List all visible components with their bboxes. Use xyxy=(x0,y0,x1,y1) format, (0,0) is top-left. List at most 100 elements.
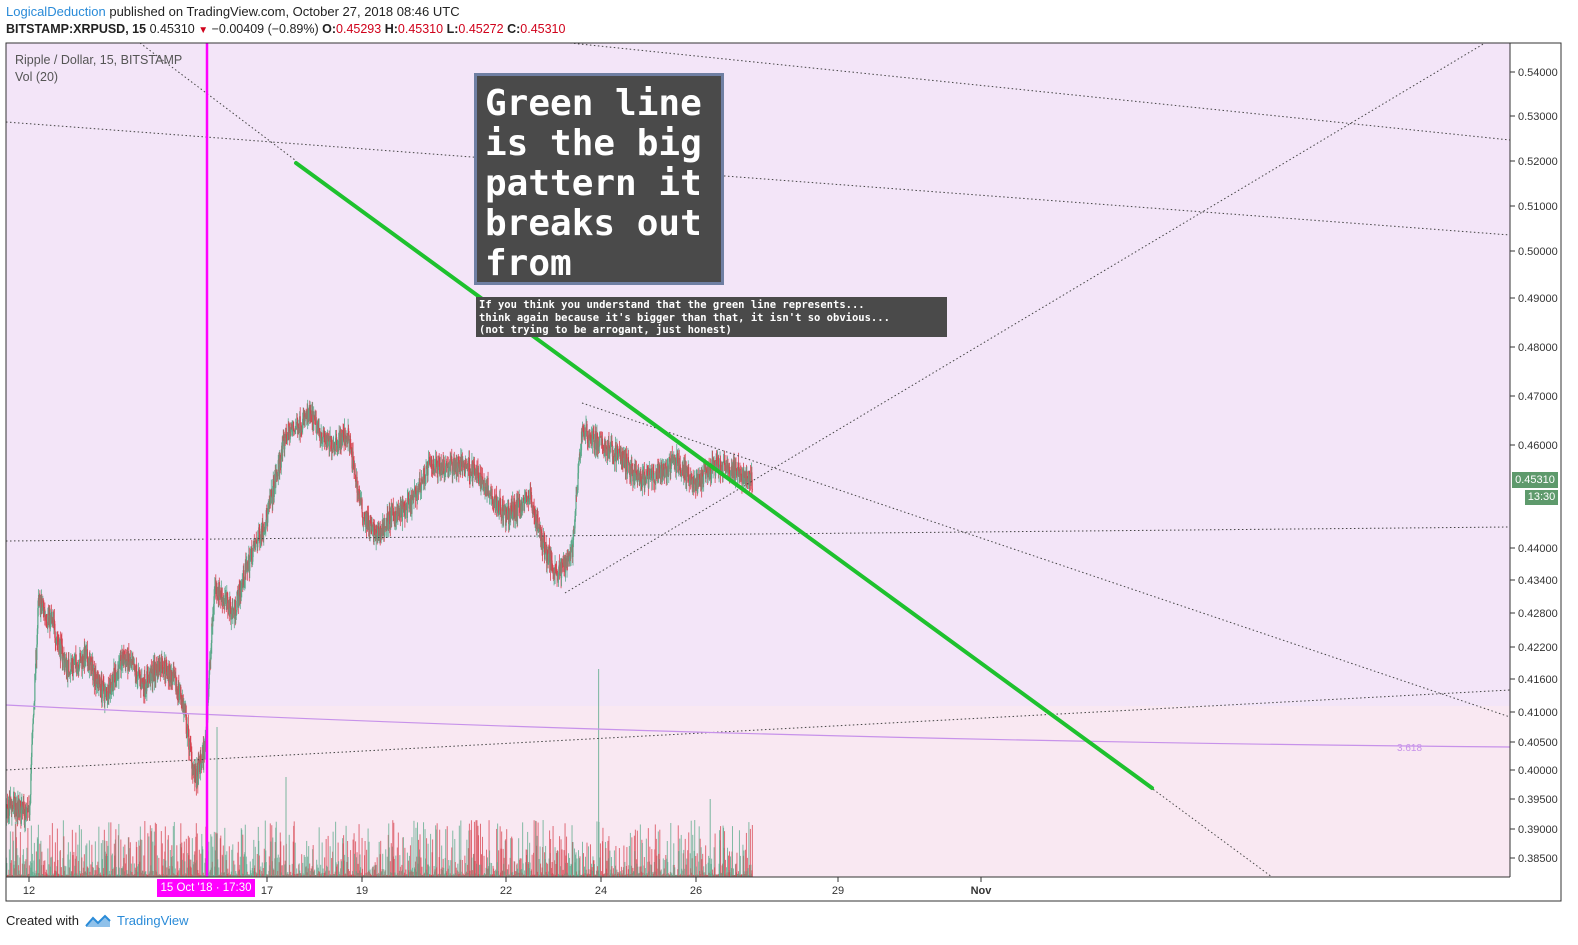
candle-body xyxy=(673,454,675,465)
candle-body xyxy=(608,446,611,454)
small-text-note[interactable]: If you think you understand that the gre… xyxy=(476,297,947,337)
volume-bar xyxy=(508,864,510,877)
candle-body xyxy=(407,497,410,502)
candle-body xyxy=(125,659,127,667)
candle-body xyxy=(72,663,74,671)
candle-body xyxy=(69,674,71,676)
candle-body xyxy=(357,486,359,496)
volume-bar xyxy=(365,872,367,877)
volume-bar xyxy=(495,871,497,877)
volume-bar xyxy=(309,871,311,877)
volume-bar xyxy=(144,821,146,877)
volume-bar xyxy=(639,824,641,877)
price-axis[interactable]: 0.540000.530000.520000.510000.500000.490… xyxy=(1510,67,1558,865)
candle-body xyxy=(401,502,403,522)
volume-bar xyxy=(285,777,287,877)
big-text-note[interactable]: Green line is the big pattern it breaks … xyxy=(474,73,724,285)
price-tick-label: 0.53000 xyxy=(1518,111,1558,123)
candle-body xyxy=(533,506,535,507)
volume-bar xyxy=(233,860,235,877)
volume-bar xyxy=(270,841,272,877)
candle-body xyxy=(672,458,674,461)
candle-body xyxy=(544,554,546,560)
volume-bar xyxy=(437,873,439,877)
volume-bar xyxy=(673,843,675,877)
candle-body xyxy=(500,514,502,516)
candle-body xyxy=(666,476,668,479)
candle-body xyxy=(443,459,445,476)
volume-bar xyxy=(172,826,174,877)
volume-bar xyxy=(432,874,434,877)
volume-bar xyxy=(649,846,651,877)
volume-bar xyxy=(481,874,483,877)
volume-bar xyxy=(415,827,417,877)
volume-bar xyxy=(220,835,222,877)
candle-body xyxy=(139,674,141,680)
volume-bar xyxy=(468,830,470,877)
candle-body xyxy=(555,571,558,573)
volume-bar xyxy=(702,853,704,877)
volume-bar xyxy=(335,821,337,877)
candle-body xyxy=(576,490,579,493)
candle-body xyxy=(212,612,214,615)
volume-bar xyxy=(474,860,476,877)
candle-body xyxy=(710,466,712,479)
candle-body xyxy=(150,665,152,684)
volume-bar xyxy=(478,873,480,877)
candle-body xyxy=(722,462,724,476)
candle-body xyxy=(282,436,284,441)
volume-bar xyxy=(471,870,473,877)
candle-body xyxy=(552,570,554,573)
candle-body xyxy=(388,515,390,530)
candle-body xyxy=(221,589,223,598)
volume-bar xyxy=(504,840,506,877)
candle-body xyxy=(120,655,122,670)
candle-body xyxy=(364,518,367,525)
candle-body xyxy=(332,444,334,451)
candle-body xyxy=(525,491,527,497)
volume-bar xyxy=(288,834,290,877)
volume-bar xyxy=(458,825,460,877)
candle-body xyxy=(575,494,577,510)
candle-body xyxy=(585,425,587,432)
author-link[interactable]: LogicalDeduction xyxy=(6,4,106,19)
candle-body xyxy=(434,468,436,472)
candle-body xyxy=(189,739,191,743)
volume-bar xyxy=(455,872,457,877)
candle-body xyxy=(580,450,582,453)
candle-body xyxy=(739,469,741,478)
volume-bar xyxy=(254,846,256,877)
time-axis[interactable]: 12 17 19 22 24 26 29 Nov xyxy=(23,877,992,897)
candle-body xyxy=(610,441,612,444)
candle-body xyxy=(99,675,101,684)
candle-body xyxy=(147,674,149,683)
tradingview-link[interactable]: TradingView xyxy=(116,913,189,928)
candle-body xyxy=(302,418,304,430)
candle-body xyxy=(104,691,106,704)
candle-body xyxy=(692,476,694,488)
volume-bar xyxy=(132,856,134,877)
volume-bar xyxy=(698,826,700,877)
candle-body xyxy=(209,659,211,671)
candle-body xyxy=(226,592,228,598)
candle-body xyxy=(368,515,370,530)
candle-body xyxy=(107,684,109,701)
volume-bar xyxy=(31,853,33,877)
volume-bar xyxy=(142,870,144,877)
candle-body xyxy=(391,506,393,522)
volume-bar xyxy=(489,862,491,877)
volume-bar xyxy=(454,862,456,877)
volume-bar xyxy=(636,830,638,877)
candle-body xyxy=(204,741,206,760)
volume-bar xyxy=(148,836,150,877)
candle-body xyxy=(33,701,35,708)
volume-bar xyxy=(451,847,453,877)
candle-body xyxy=(41,598,43,609)
candle-body xyxy=(589,433,591,438)
volume-bar xyxy=(69,851,71,877)
candle-body xyxy=(222,597,224,603)
volume-bar xyxy=(629,832,631,877)
volume-bar xyxy=(531,854,533,877)
volume-bar xyxy=(425,869,427,877)
